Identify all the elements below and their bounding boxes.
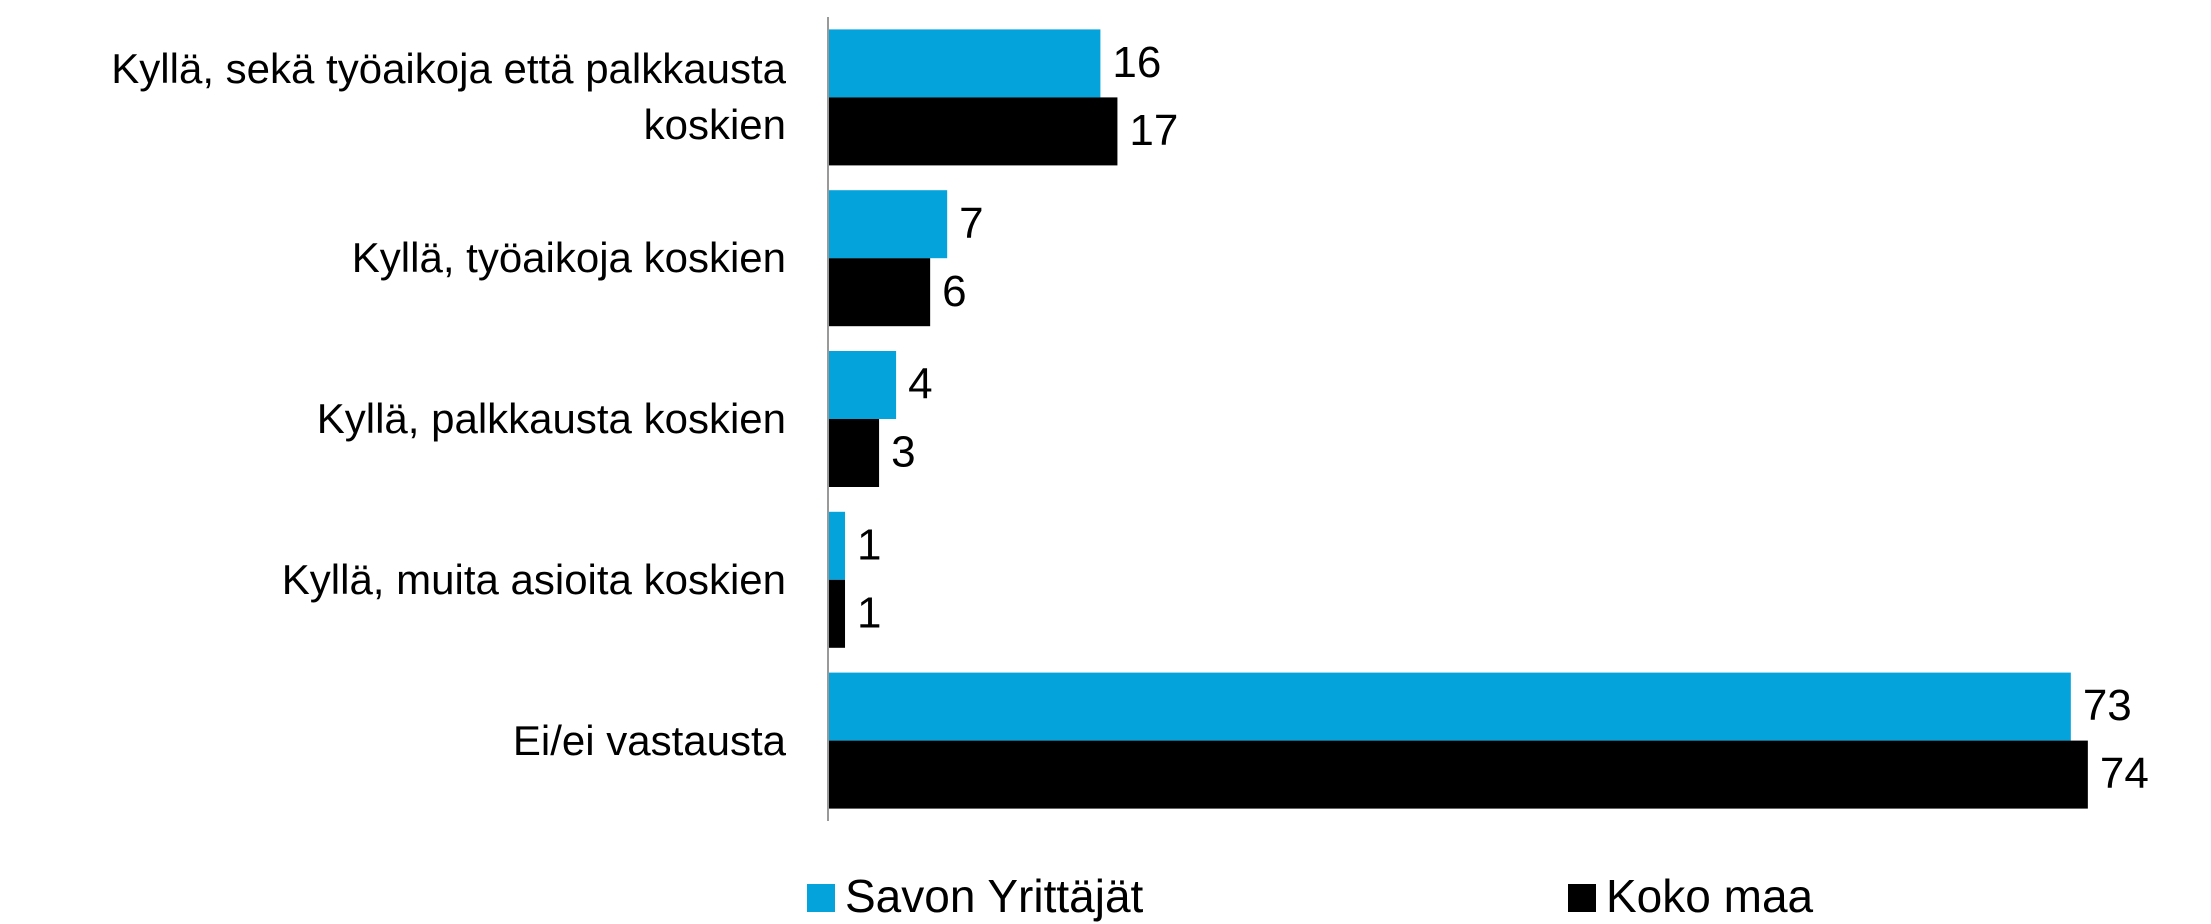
data-label: 1: [857, 588, 881, 637]
legend-label: Savon Yrittäjät: [845, 870, 1144, 922]
bar: [828, 97, 1118, 166]
legend-swatch: [807, 884, 835, 912]
category-label: Kyllä, sekä työaikoja että palkkausta ko…: [111, 45, 786, 149]
category-label: Kyllä, palkkausta koskien: [316, 395, 786, 442]
bar: [828, 672, 2071, 741]
bar: [828, 258, 931, 327]
data-label: 74: [2100, 749, 2149, 798]
category-label: Kyllä, työaikoja koskien: [351, 234, 786, 282]
bar: [828, 351, 897, 419]
bar: [828, 579, 846, 648]
bar: [828, 190, 948, 259]
data-label: 17: [1129, 106, 1178, 155]
data-label: 1: [857, 520, 881, 569]
data-label: 6: [942, 267, 966, 316]
bar: [828, 740, 2088, 809]
bar: [828, 419, 880, 487]
data-label: 4: [908, 360, 932, 409]
bar: [828, 29, 1101, 98]
legend-swatch: [1568, 884, 1596, 912]
legend-label: Koko maa: [1606, 870, 1814, 922]
data-label: 16: [1112, 38, 1161, 87]
data-label: 7: [959, 199, 983, 248]
data-label: 3: [891, 428, 915, 477]
category-label: Kyllä, muita asioita koskien: [281, 555, 786, 603]
data-label: 73: [2083, 681, 2132, 730]
bar: [828, 511, 846, 580]
category-label: Ei/ei vastausta: [512, 716, 786, 764]
